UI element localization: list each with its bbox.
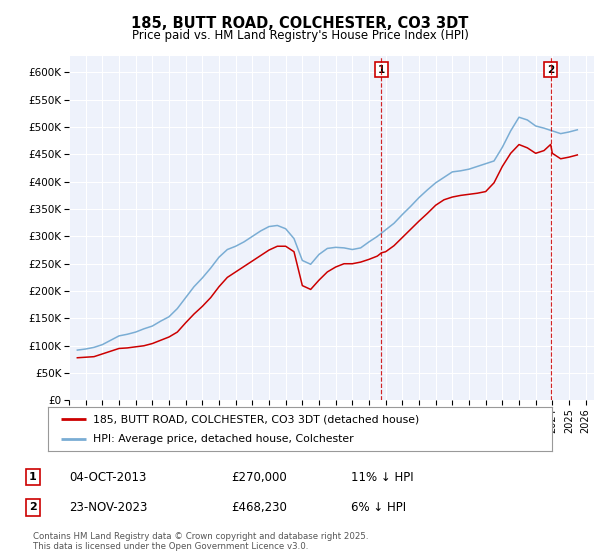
Text: 1: 1 (29, 472, 37, 482)
Text: 2: 2 (547, 64, 554, 74)
Text: HPI: Average price, detached house, Colchester: HPI: Average price, detached house, Colc… (94, 435, 354, 445)
Text: 04-OCT-2013: 04-OCT-2013 (69, 470, 146, 484)
Text: Contains HM Land Registry data © Crown copyright and database right 2025.
This d: Contains HM Land Registry data © Crown c… (33, 531, 368, 551)
Text: 11% ↓ HPI: 11% ↓ HPI (351, 470, 413, 484)
Text: 185, BUTT ROAD, COLCHESTER, CO3 3DT: 185, BUTT ROAD, COLCHESTER, CO3 3DT (131, 16, 469, 31)
Text: 6% ↓ HPI: 6% ↓ HPI (351, 501, 406, 514)
Text: £270,000: £270,000 (231, 470, 287, 484)
Text: 185, BUTT ROAD, COLCHESTER, CO3 3DT (detached house): 185, BUTT ROAD, COLCHESTER, CO3 3DT (det… (94, 414, 419, 424)
Text: 23-NOV-2023: 23-NOV-2023 (69, 501, 148, 514)
Text: 2: 2 (29, 502, 37, 512)
Text: £468,230: £468,230 (231, 501, 287, 514)
Text: Price paid vs. HM Land Registry's House Price Index (HPI): Price paid vs. HM Land Registry's House … (131, 29, 469, 42)
Text: 1: 1 (378, 64, 385, 74)
